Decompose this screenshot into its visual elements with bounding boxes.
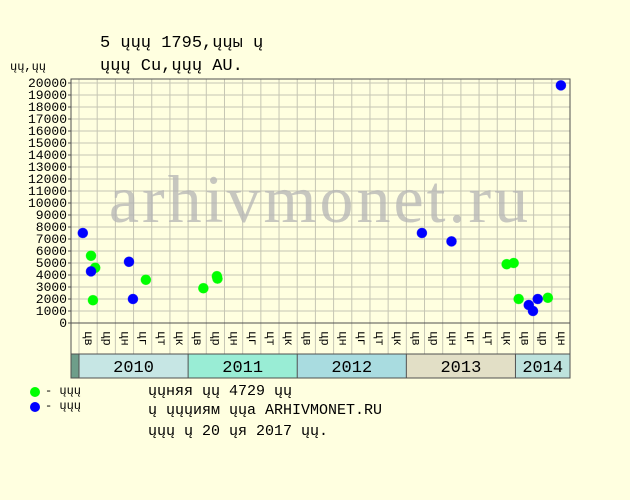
data-point (123, 256, 135, 268)
y-tick-label: 12000 (28, 172, 67, 187)
y-tick-label: 9000 (36, 208, 67, 223)
x-tick-label: цв (81, 331, 95, 345)
data-point (77, 227, 89, 239)
data-point (127, 293, 139, 305)
data-point (532, 293, 544, 305)
x-tick-label: цк (499, 331, 513, 345)
year-band-lead (71, 354, 79, 378)
year-band (79, 354, 189, 378)
legend-label: - ųųų (45, 399, 82, 413)
x-tick-label: цр (99, 331, 113, 345)
y-tick-label: 18000 (28, 100, 67, 115)
y-tick-label: 15000 (28, 136, 67, 151)
legend-marker-blue (30, 402, 40, 412)
y-tick-label: 13000 (28, 160, 67, 175)
note-line: ųųų ų 20 ųя 2017 ųų. (148, 423, 329, 440)
y-tick-label: 3000 (36, 280, 67, 295)
x-tick-label: цр (208, 331, 222, 345)
data-point (212, 273, 223, 284)
year-label: 2013 (440, 359, 481, 378)
data-point (87, 294, 99, 306)
x-tick-label: цк (390, 331, 404, 345)
chart-subtitle: ųųų Cu,ųųų AU. (100, 57, 243, 76)
data-point (198, 282, 209, 294)
data-point (446, 236, 457, 247)
year-label: 2010 (113, 359, 154, 378)
y-axis-label: ųų,ųų (10, 60, 47, 74)
x-tick-label: цт (263, 331, 277, 345)
data-point (140, 274, 152, 286)
x-tick-label: цв (518, 331, 532, 345)
y-tick-label: 6000 (36, 244, 67, 259)
data-point (542, 292, 554, 304)
year-band (188, 354, 298, 378)
data-point (416, 227, 428, 239)
y-tick-label: 16000 (28, 124, 67, 139)
x-tick-label: цн (554, 331, 568, 345)
y-tick-label: 5000 (36, 256, 67, 271)
plot-border (70, 78, 571, 379)
y-tick-label: 8000 (36, 220, 67, 235)
x-tick-label: цв (299, 331, 313, 345)
x-tick-label: цн (227, 331, 241, 345)
note-line: ų ųųųиям ųųа ARHIVMONET.RU (148, 402, 383, 419)
y-tick-label: 11000 (28, 184, 67, 199)
y-tick-label: 19000 (28, 88, 67, 103)
x-tick-label: цт (154, 331, 168, 345)
y-tick-label: 0 (59, 316, 67, 331)
x-tick-label: цт (481, 331, 495, 345)
legend-marker-green (30, 387, 40, 397)
x-tick-label: цк (172, 331, 186, 345)
data-point (513, 293, 524, 305)
y-tick-label: 17000 (28, 112, 67, 127)
watermark: arhivmonet.ru (109, 161, 531, 237)
x-tick-label: цр (427, 331, 441, 345)
x-tick-label: цв (190, 331, 204, 345)
y-tick-label: 20000 (28, 76, 67, 91)
x-tick-label: цр (318, 331, 332, 345)
x-tick-label: цв (408, 331, 422, 345)
x-tick-label: цт (372, 331, 386, 345)
note-line: ųųняя ųų 4729 ųų (148, 383, 293, 400)
y-tick-labels: 0100020003000400050006000700080009000100… (28, 76, 67, 331)
year-band (515, 354, 570, 378)
year-bands (71, 354, 570, 378)
data-point (508, 257, 519, 269)
x-tick-label: цн (117, 331, 131, 345)
y-tick-label: 14000 (28, 148, 67, 163)
x-tick-label: цг (245, 331, 259, 345)
data-point (555, 80, 567, 91)
year-label: 2014 (522, 359, 563, 378)
data-point (527, 305, 539, 317)
grid-lines (71, 79, 571, 354)
year-label: 2011 (222, 359, 263, 378)
x-tick-label: цг (354, 331, 368, 345)
x-tick-label: цг (136, 331, 150, 345)
data-point (85, 266, 97, 277)
year-band (406, 354, 516, 378)
x-tick-labels: цв цр цн цг цт цк цв цр цн цг цт цк цв цр цн цг цт цк цв цр… (81, 331, 568, 345)
chart-title: 5 ųųų 1795,ųųы ų (100, 34, 264, 53)
y-tick-label: 1000 (36, 304, 67, 319)
legend-label: - ųųų (45, 384, 82, 398)
data-points (77, 80, 567, 317)
y-tick-label: 4000 (36, 268, 67, 283)
y-tick-label: 7000 (36, 232, 67, 247)
year-labels: 2010 2011 2012 2013 2014 (113, 359, 563, 378)
x-tick-label: цк (281, 331, 295, 345)
y-tick-label: 10000 (28, 196, 67, 211)
data-point (85, 250, 97, 262)
x-tick-label: цн (336, 331, 350, 345)
plot-frame (68, 78, 571, 379)
x-tick-label: цг (463, 331, 477, 345)
y-tick-label: 2000 (36, 292, 67, 307)
year-label: 2012 (331, 359, 372, 378)
x-tick-label: цн (445, 331, 459, 345)
year-band (297, 354, 407, 378)
x-tick-label: цр (536, 331, 550, 345)
